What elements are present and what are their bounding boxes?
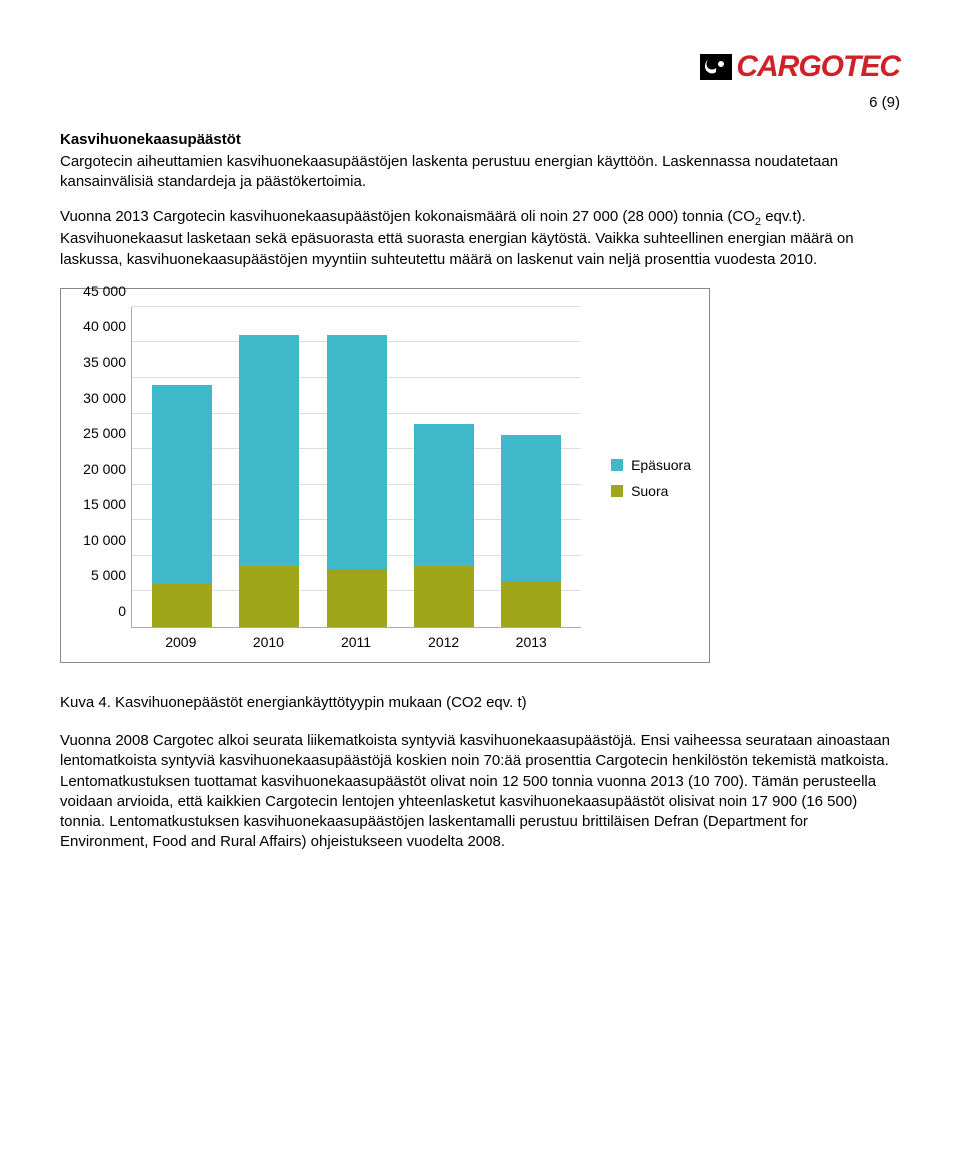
chart-bar <box>152 385 212 627</box>
chart-x-label: 2010 <box>238 634 298 650</box>
chart-x-label: 2009 <box>151 634 211 650</box>
chart-x-label: 2012 <box>414 634 474 650</box>
bar-segment-epasuora <box>152 385 212 584</box>
chart-bar <box>239 335 299 627</box>
legend-label: Suora <box>631 483 668 499</box>
chart-bar <box>501 435 561 627</box>
chart-y-tick: 30 000 <box>76 390 126 406</box>
paragraph-totals: Vuonna 2013 Cargotecin kasvihuonekaasupä… <box>60 207 900 270</box>
page-number: 6 (9) <box>60 94 900 111</box>
chart-bar <box>414 424 474 627</box>
chart-plot: 05 00010 00015 00020 00025 00030 00035 0… <box>131 307 581 628</box>
chart-plot-area: 0 5 000 10 000 15 000 20 000 25 000 30 000 35 0… <box>79 307 581 650</box>
page-header: CARGOTEC <box>60 50 900 84</box>
paragraph-intro: Cargotecin aiheuttamien kasvihuonekaasup… <box>60 152 900 193</box>
chart-y-tick: 0 <box>76 603 126 619</box>
chart-x-axis-labels: 2009 2010 2011 2012 2013 <box>131 628 581 650</box>
brand-logo: CARGOTEC <box>700 50 900 84</box>
chart-y-tick: 35 000 <box>76 354 126 370</box>
chart-y-tick: 25 000 <box>76 425 126 441</box>
emissions-chart: 0 5 000 10 000 15 000 20 000 25 000 30 000 35 0… <box>60 288 710 663</box>
chart-y-tick: 20 000 <box>76 461 126 477</box>
chart-legend: Epäsuora Suora <box>611 457 691 499</box>
logo-mark-icon <box>700 54 732 80</box>
chart-caption: Kuva 4. Kasvihuonepäästöt energiankäyttö… <box>60 693 900 713</box>
bar-segment-epasuora <box>501 435 561 581</box>
chart-y-tick: 45 000 <box>76 283 126 299</box>
logo-text: CARGOTEC <box>736 50 900 84</box>
legend-swatch-icon <box>611 459 623 471</box>
bar-segment-suora <box>414 566 474 626</box>
chart-x-label: 2013 <box>501 634 561 650</box>
bar-segment-epasuora <box>239 335 299 566</box>
bar-segment-epasuora <box>414 424 474 566</box>
chart-y-tick: 10 000 <box>76 532 126 548</box>
bar-segment-suora <box>152 584 212 627</box>
chart-y-tick: 40 000 <box>76 318 126 334</box>
bar-segment-suora <box>501 581 561 627</box>
chart-bar <box>327 335 387 627</box>
legend-swatch-icon <box>611 485 623 497</box>
bar-segment-suora <box>239 566 299 626</box>
legend-label: Epäsuora <box>631 457 691 473</box>
chart-y-tick: 5 000 <box>76 567 126 583</box>
legend-item: Suora <box>611 483 691 499</box>
para2-part-a: Vuonna 2013 Cargotecin kasvihuonekaasupä… <box>60 208 755 225</box>
bar-segment-epasuora <box>327 335 387 570</box>
paragraph-travel: Vuonna 2008 Cargotec alkoi seurata liike… <box>60 731 900 853</box>
chart-y-tick: 15 000 <box>76 496 126 512</box>
legend-item: Epäsuora <box>611 457 691 473</box>
bar-segment-suora <box>327 570 387 627</box>
chart-x-label: 2011 <box>326 634 386 650</box>
section-title: Kasvihuonekaasupäästöt <box>60 131 900 148</box>
